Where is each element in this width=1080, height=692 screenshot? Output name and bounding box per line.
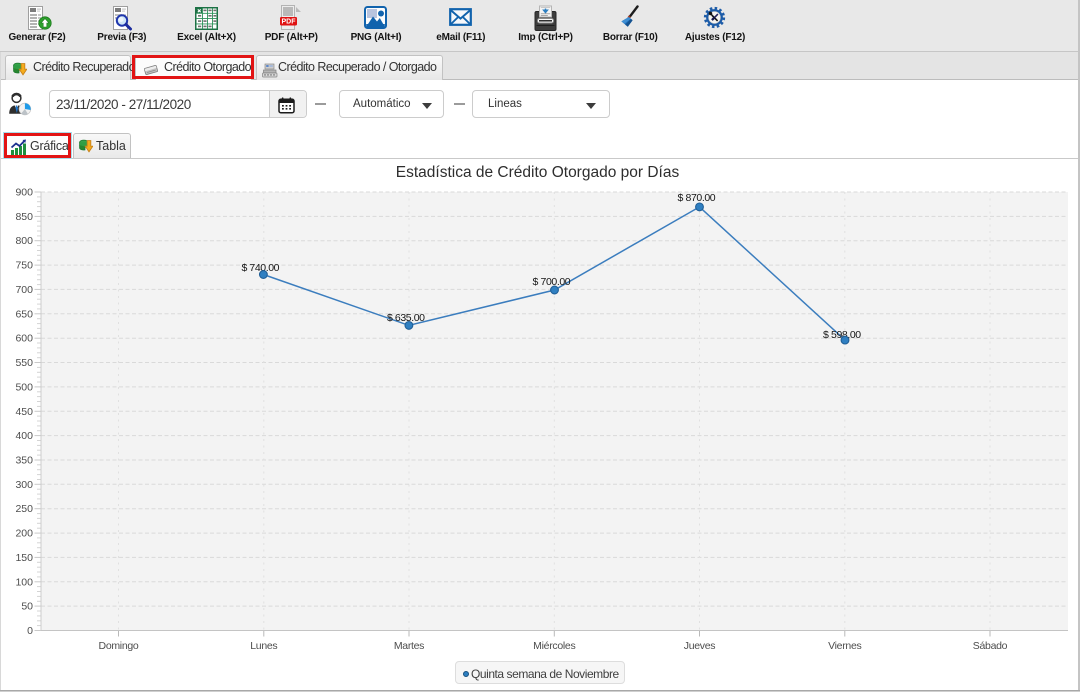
svg-text:Miércoles: Miércoles	[533, 640, 575, 652]
svg-text:Martes: Martes	[394, 640, 424, 652]
svg-text:200: 200	[15, 528, 33, 540]
svg-text:750: 750	[15, 260, 33, 272]
svg-text:50: 50	[21, 601, 33, 613]
svg-text:450: 450	[15, 406, 33, 418]
svg-text:$ 635.00: $ 635.00	[387, 312, 425, 324]
svg-text:250: 250	[15, 503, 33, 515]
svg-text:900: 900	[15, 187, 33, 199]
svg-text:150: 150	[15, 552, 33, 564]
svg-text:Sábado: Sábado	[973, 640, 1008, 652]
svg-text:Jueves: Jueves	[684, 640, 716, 652]
svg-text:$ 870.00: $ 870.00	[678, 192, 716, 204]
svg-text:600: 600	[15, 333, 33, 345]
svg-text:Domingo: Domingo	[99, 640, 139, 652]
svg-text:400: 400	[15, 430, 33, 442]
svg-text:Lunes: Lunes	[250, 640, 277, 652]
svg-text:$ 740.00: $ 740.00	[241, 262, 279, 274]
svg-text:300: 300	[15, 479, 33, 491]
svg-text:550: 550	[15, 357, 33, 369]
svg-text:650: 650	[15, 308, 33, 320]
svg-text:100: 100	[15, 576, 33, 588]
svg-text:800: 800	[15, 235, 33, 247]
svg-text:PDF: PDF	[282, 19, 297, 26]
svg-text:0: 0	[27, 625, 33, 637]
svg-text:700: 700	[15, 284, 33, 296]
svg-text:500: 500	[15, 381, 33, 393]
svg-text:Viernes: Viernes	[828, 640, 861, 652]
svg-text:$ 700.00: $ 700.00	[533, 276, 571, 288]
svg-text:850: 850	[15, 211, 33, 223]
svg-text:350: 350	[15, 455, 33, 467]
svg-text:$ 598.00: $ 598.00	[823, 329, 861, 341]
